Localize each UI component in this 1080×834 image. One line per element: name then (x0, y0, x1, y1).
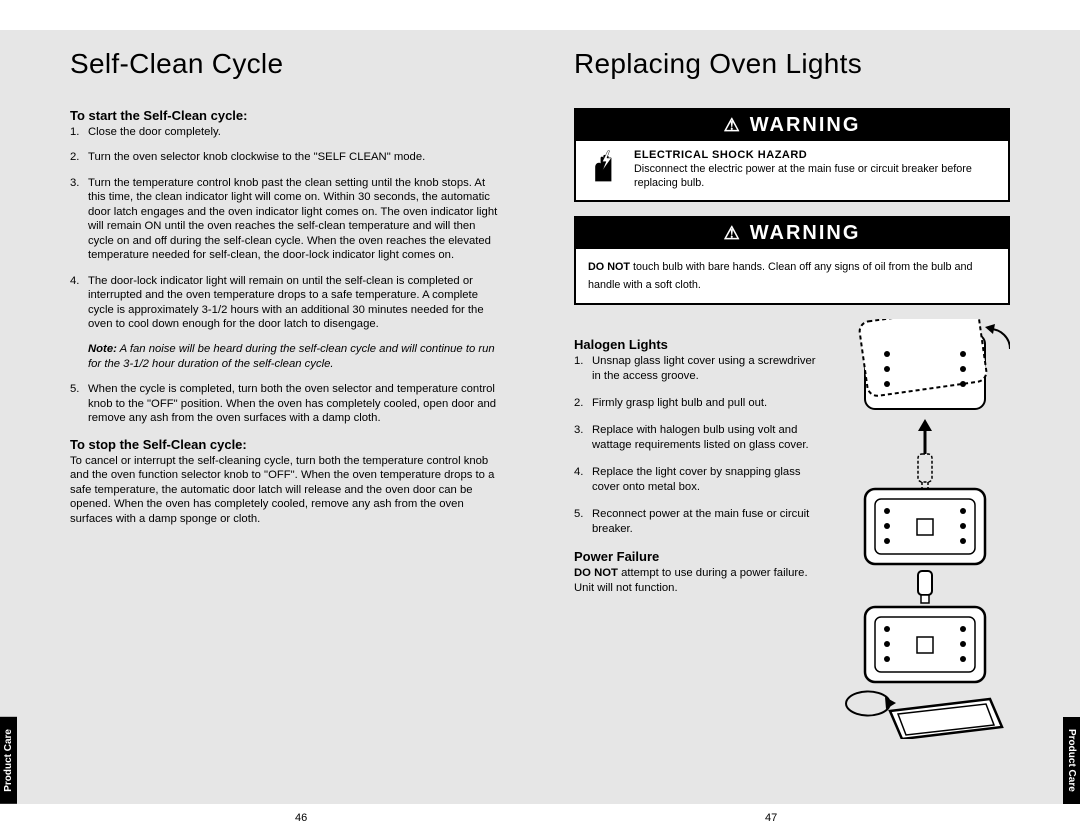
halogen-heading: Halogen Lights (574, 337, 824, 352)
page-number-left: 46 (295, 812, 307, 824)
warning-box-1: WARNING ELECTRICAL SHOCK HAZARD Disconne… (574, 108, 1010, 202)
list-item: Turn the oven selector knob clockwise to… (70, 150, 504, 164)
warning-box-2: WARNING DO NOT touch bulb with bare hand… (574, 216, 1010, 305)
list-item: Unsnap glass light cover using a screwdr… (574, 354, 824, 383)
side-tab-left: Product Care (0, 717, 17, 804)
warning-title: ELECTRICAL SHOCK HAZARD (634, 149, 996, 161)
list-item: When the cycle is completed, turn both t… (70, 382, 504, 425)
side-tab-right: Product Care (1063, 717, 1080, 804)
list-item: Close the door completely. (70, 125, 504, 139)
right-title: Replacing Oven Lights (574, 48, 1010, 80)
warning-text: Disconnect the electric power at the mai… (634, 162, 996, 190)
start-steps-list-cont: When the cycle is completed, turn both t… (70, 382, 504, 425)
list-item: Firmly grasp light bulb and pull out. (574, 396, 824, 410)
left-title: Self-Clean Cycle (70, 48, 504, 80)
stop-heading: To stop the Self-Clean cycle: (70, 437, 504, 452)
list-item: Turn the temperature control knob past t… (70, 176, 504, 263)
right-split: Halogen Lights Unsnap glass light cover … (574, 319, 1010, 744)
page-number-right: 47 (765, 812, 777, 824)
power-text: DO NOT attempt to use during a power fai… (574, 566, 824, 595)
diagram-svg (840, 319, 1010, 739)
list-item: Reconnect power at the main fuse or circ… (574, 507, 824, 536)
start-heading: To start the Self-Clean cycle: (70, 108, 504, 123)
right-column: Replacing Oven Lights WARNING ELECTRICAL… (574, 48, 1010, 744)
list-item: The door-lock indicator light will remai… (70, 274, 504, 332)
start-steps-list: Close the door completely. Turn the oven… (70, 125, 504, 331)
power-heading: Power Failure (574, 549, 824, 564)
warning-header: WARNING (576, 218, 1008, 249)
warning-body: ELECTRICAL SHOCK HAZARD Disconnect the e… (576, 141, 1008, 200)
warning-text: DO NOT touch bulb with bare hands. Clean… (588, 261, 973, 291)
note-text: Note: A fan noise will be heard during t… (70, 342, 504, 371)
list-item: Replace the light cover by snapping glas… (574, 465, 824, 494)
warning-text-wrap: ELECTRICAL SHOCK HAZARD Disconnect the e… (634, 149, 996, 190)
warning-header: WARNING (576, 110, 1008, 141)
warning-body: DO NOT touch bulb with bare hands. Clean… (576, 249, 1008, 303)
list-item: Replace with halogen bulb using volt and… (574, 423, 824, 452)
shock-hand-icon (588, 149, 624, 185)
halogen-steps-list: Unsnap glass light cover using a screwdr… (574, 354, 824, 536)
light-replacement-diagram (840, 319, 1010, 744)
right-text-col: Halogen Lights Unsnap glass light cover … (574, 319, 824, 744)
left-column: Self-Clean Cycle To start the Self-Clean… (70, 48, 504, 744)
stop-text: To cancel or interrupt the self-cleaning… (70, 454, 504, 526)
content-area: Self-Clean Cycle To start the Self-Clean… (70, 48, 1010, 744)
